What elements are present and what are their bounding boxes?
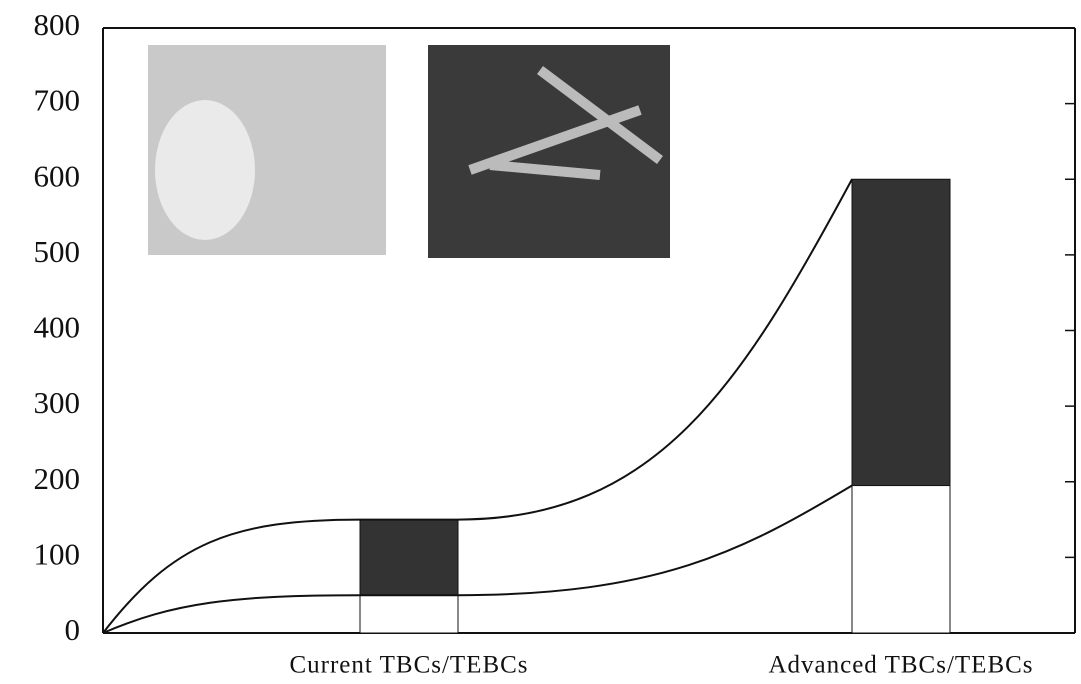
y-tick-label: 100 — [34, 536, 81, 571]
y-tick-label: 400 — [34, 310, 81, 345]
y-tick-label: 300 — [34, 385, 81, 420]
y-tick-label: 600 — [34, 158, 81, 193]
x-tick-label: Current TBCs/TEBCs — [289, 652, 528, 679]
bar-segment — [359, 594, 459, 634]
trend-curve — [102, 178, 853, 634]
y-tick-label: 0 — [65, 612, 81, 647]
y-tick-label: 700 — [34, 83, 81, 118]
y-tick-label: 800 — [34, 7, 81, 42]
y-tick-label: 500 — [34, 234, 81, 269]
bar-segment — [359, 519, 459, 596]
x-tick-label: Advanced TBCs/TEBCs — [768, 652, 1033, 679]
y-tick-label: 200 — [34, 461, 81, 496]
bar-segment — [851, 485, 951, 634]
engine-fan — [155, 100, 255, 240]
trend-curve — [102, 484, 853, 634]
aircraft-shapes — [468, 66, 663, 180]
bar-segment — [851, 178, 951, 487]
